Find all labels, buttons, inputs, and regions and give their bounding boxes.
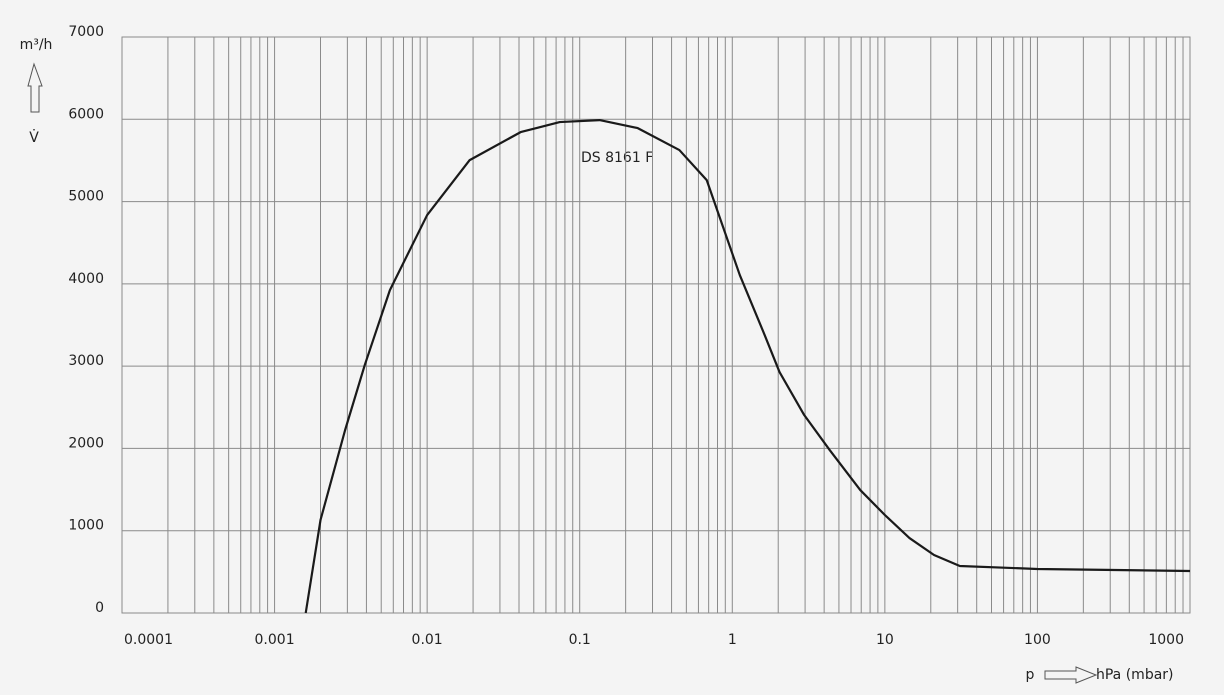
x-tick-label: 10 — [876, 632, 894, 648]
x-tick-label: 0.01 — [412, 632, 443, 648]
y-unit: m³/h — [20, 37, 53, 53]
x-tick-label: 0.001 — [255, 632, 295, 648]
y-arrow — [27, 62, 43, 113]
y-tick-label: 1000 — [68, 518, 104, 534]
x-symbol: p — [1026, 667, 1035, 683]
y-tick-label: 5000 — [68, 189, 104, 205]
x-arrow — [1044, 666, 1098, 684]
y-tick-label: 2000 — [68, 435, 104, 451]
x-unit: hPa (mbar) — [1096, 667, 1174, 683]
y-tick-label: 0 — [95, 600, 104, 616]
y-symbol: V̇ — [29, 129, 39, 146]
x-tick-label: 0.0001 — [124, 632, 173, 648]
x-tick-label: 100 — [1024, 632, 1051, 648]
y-tick-label: 6000 — [68, 106, 104, 122]
x-tick-label: 0.1 — [569, 632, 591, 648]
y-tick-label: 3000 — [68, 353, 104, 369]
x-tick-label: 1000 — [1148, 632, 1184, 648]
y-tick-label: 7000 — [68, 24, 104, 40]
y-tick-label: 4000 — [68, 271, 104, 287]
annotation: DS 8161 F — [581, 150, 653, 166]
series-line — [304, 119, 1191, 614]
x-tick-label: 1 — [728, 632, 737, 648]
